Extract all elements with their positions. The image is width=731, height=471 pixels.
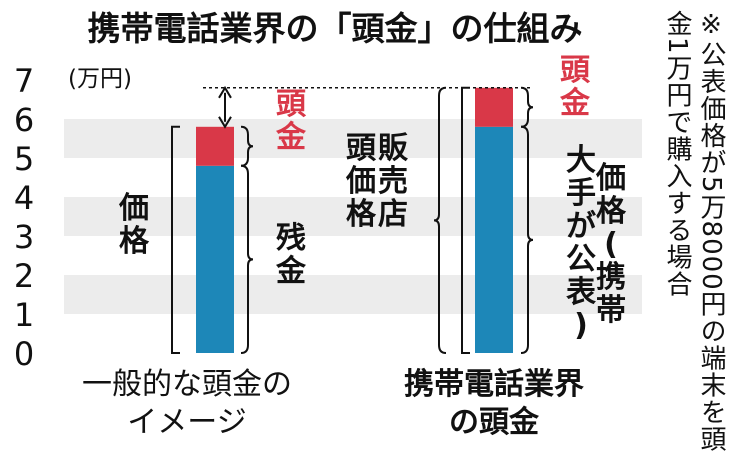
annotation-label-char: 格 bbox=[596, 194, 627, 229]
bar-2-store-price-brace bbox=[433, 86, 447, 354]
grid-band bbox=[64, 197, 642, 236]
grid-band bbox=[64, 119, 642, 158]
annotation-label-char: 金 bbox=[559, 86, 591, 121]
annotation-label: 残金 bbox=[275, 221, 307, 289]
category-label: の頭金 bbox=[449, 405, 540, 440]
annotation-label: 価格(携帯 bbox=[595, 161, 627, 328]
annotation-label-char: 販 bbox=[378, 131, 409, 166]
difference-arrow-head-bottom bbox=[218, 116, 232, 129]
bar-1-segment-2 bbox=[196, 126, 234, 166]
y-tick-label: 6 bbox=[14, 101, 34, 139]
annotation-label-char: ) bbox=[574, 308, 588, 343]
annotation-label-char: 大 bbox=[566, 143, 596, 178]
annotation-label: 販売店 bbox=[378, 131, 409, 232]
category-label: イメージ bbox=[127, 405, 246, 440]
annotation-label-char: 携 bbox=[596, 260, 626, 295]
chart-title: 携帯電話業界の「頭金」の仕組み bbox=[88, 9, 583, 48]
difference-arrow-head-top bbox=[218, 85, 232, 99]
y-tick-label: 0 bbox=[14, 335, 34, 373]
footnote: ※公表価格が5万8000円の端末を頭金1万円で購入する場合 bbox=[662, 10, 726, 453]
bar-2-segment-2 bbox=[475, 87, 513, 127]
annotation-marks bbox=[171, 85, 534, 354]
bar-1-downpayment-brace bbox=[240, 125, 254, 167]
bar-2-outer-bracket bbox=[461, 86, 470, 354]
annotation-label-char: 公 bbox=[566, 242, 596, 277]
annotation-label-char: ( bbox=[604, 227, 618, 262]
annotation-label-char: 表 bbox=[566, 275, 596, 310]
annotation-label-char: 金 bbox=[275, 120, 307, 155]
annotation-label: 頭価格 bbox=[345, 131, 377, 232]
y-tick-label: 1 bbox=[14, 296, 34, 334]
annotation-label: 頭金 bbox=[275, 87, 307, 155]
annotation-label: 価格 bbox=[118, 191, 150, 259]
bar-1-segment-1 bbox=[196, 165, 234, 353]
category-label: 一般的な頭金の bbox=[82, 367, 292, 402]
annotation-label-char: 店 bbox=[378, 197, 408, 232]
annotation-label-char: 頭 bbox=[276, 87, 307, 122]
annotation-label-char: 格 bbox=[346, 197, 377, 232]
y-tick-label: 7 bbox=[14, 62, 34, 100]
annotation-label-char: 金 bbox=[275, 254, 307, 289]
y-tick-label: 3 bbox=[14, 218, 34, 256]
bar-1-outer-bracket bbox=[171, 125, 180, 354]
bar-2-segment-1 bbox=[475, 126, 513, 353]
bar-2-downpayment-brace bbox=[520, 86, 534, 128]
annotation-label-char: 帯 bbox=[596, 293, 626, 328]
grid-bands bbox=[64, 119, 642, 314]
y-axis-unit-label: (万円) bbox=[68, 66, 132, 92]
annotation-label-char: 価 bbox=[345, 164, 376, 199]
annotation-label-char: 価 bbox=[118, 191, 149, 226]
y-tick-label: 4 bbox=[14, 179, 34, 217]
annotation-label-char: 頭 bbox=[560, 53, 591, 88]
grid-band bbox=[64, 275, 642, 314]
annotation-label-char: 売 bbox=[378, 164, 408, 199]
annotation-label-char: 格 bbox=[119, 224, 150, 259]
category-label: 携帯電話業界 bbox=[404, 367, 584, 402]
annotation-label-char: 残 bbox=[276, 221, 306, 256]
annotation-label-char: 頭 bbox=[346, 131, 377, 166]
annotation-label: 頭金 bbox=[559, 53, 591, 121]
bar-1-balance-brace bbox=[240, 164, 254, 354]
annotation-label: 大手が公表) bbox=[566, 143, 596, 343]
y-tick-label: 5 bbox=[14, 140, 34, 178]
bars bbox=[196, 87, 513, 353]
annotation-label-char: 手 bbox=[566, 176, 596, 211]
annotation-label-char: が bbox=[566, 209, 596, 244]
annotation-label-char: 価 bbox=[595, 161, 626, 196]
bar-2-list-price-brace bbox=[520, 125, 534, 354]
y-tick-label: 2 bbox=[14, 257, 34, 295]
